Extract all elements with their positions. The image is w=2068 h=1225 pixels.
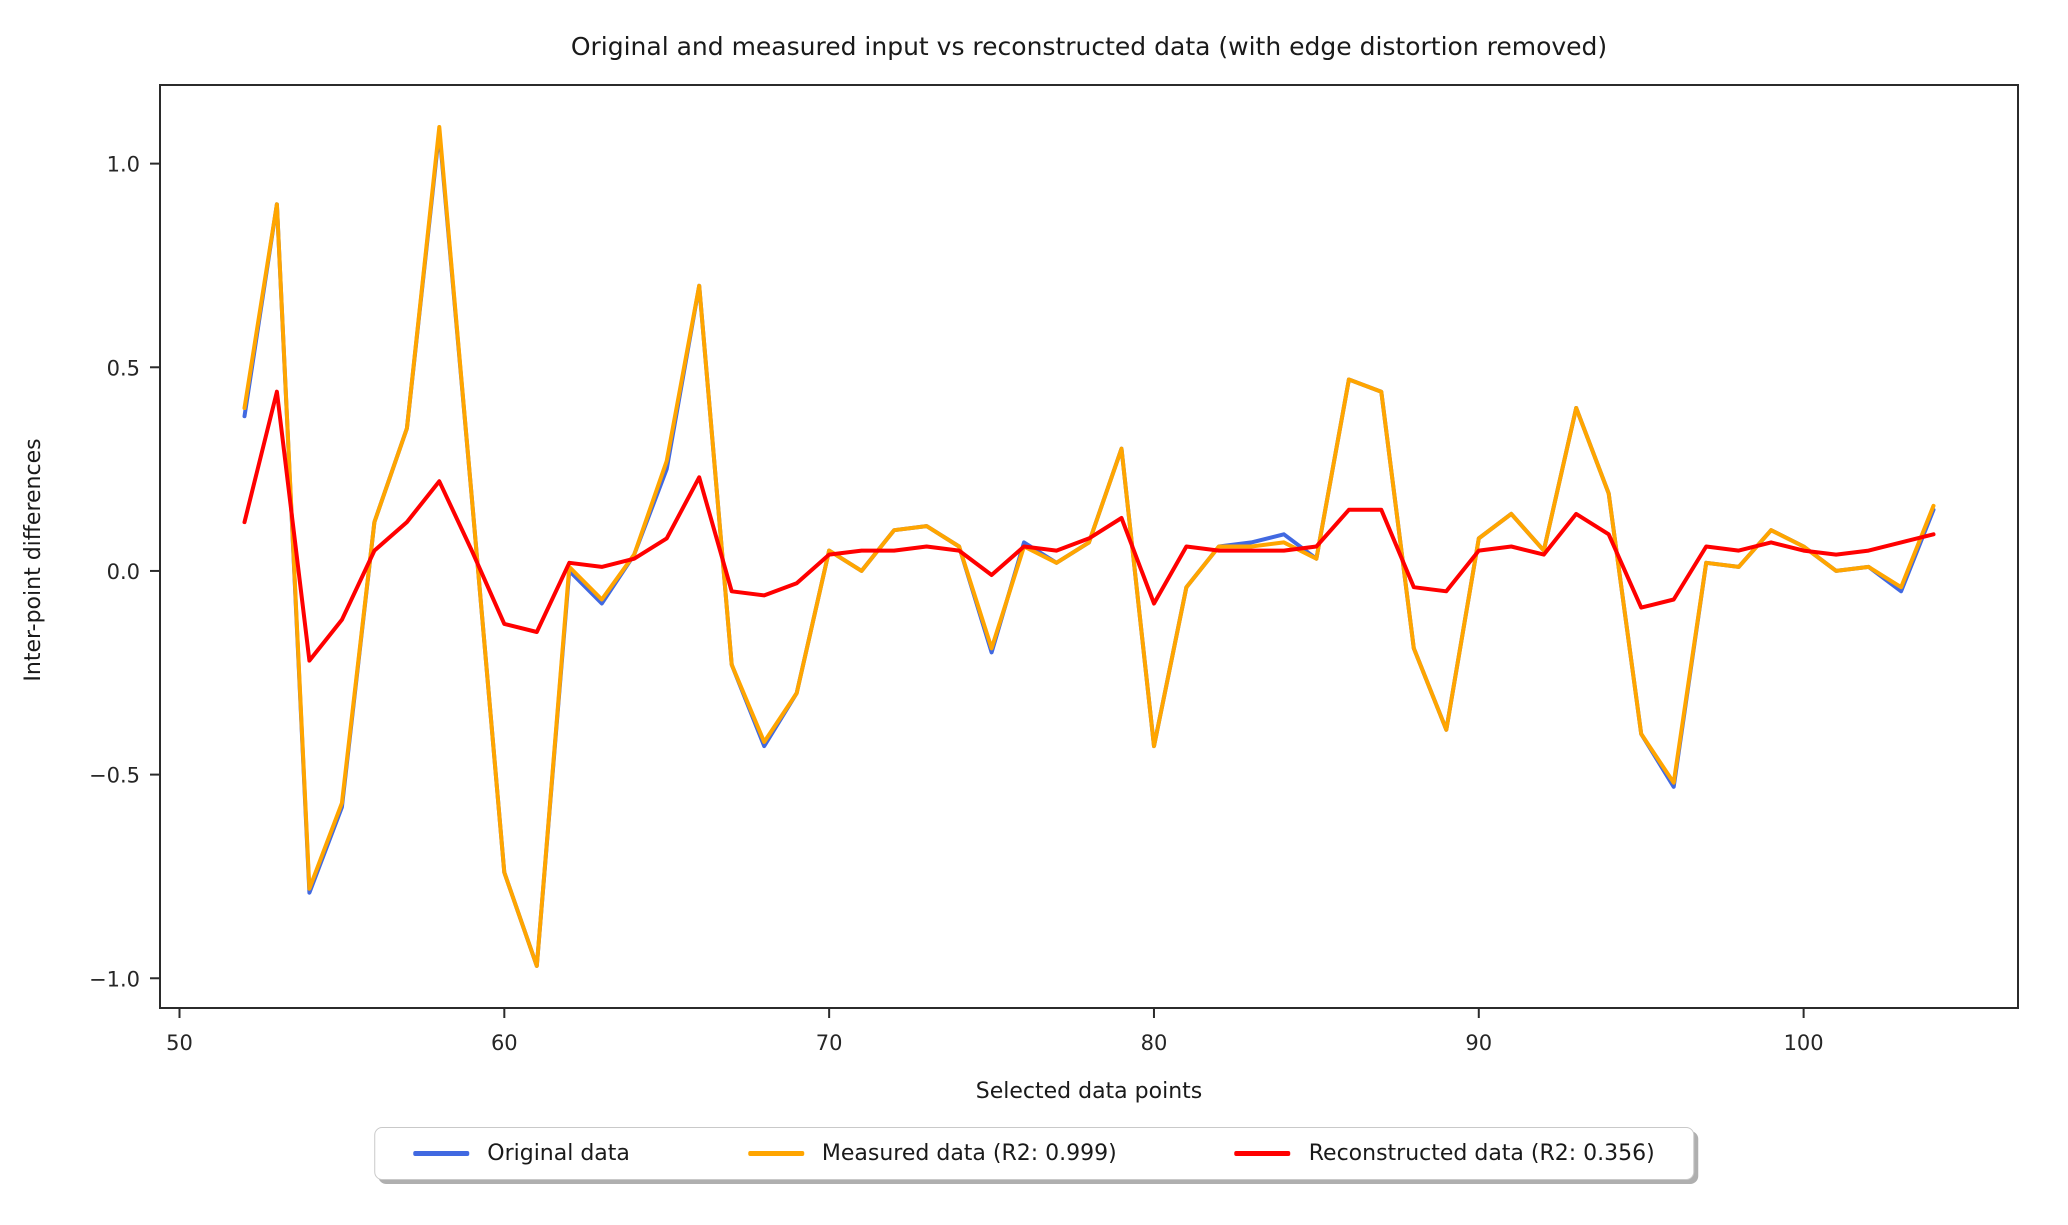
x-tick-label: 80 (1141, 1031, 1168, 1055)
chart-title: Original and measured input vs reconstru… (571, 32, 1607, 61)
x-tick-label: 50 (166, 1031, 193, 1055)
x-tick-label: 90 (1465, 1031, 1492, 1055)
legend: Original data Measured data (R2: 0.999) … (374, 1127, 1694, 1180)
plot-area: 50 60 70 80 90 100 1.0 0.5 0.0 −0.5 −1.0 (89, 84, 2019, 1055)
y-tick-label: 0.0 (107, 560, 140, 584)
legend-item-measured-data: Measured data (R2: 0.999) (747, 1141, 1117, 1166)
series-line-reconstructed-data-r2-0-356 (242, 389, 1936, 663)
y-tick-label: −1.0 (89, 967, 140, 991)
legend-swatch-measured-data (747, 1151, 804, 1156)
y-tick-label: 0.5 (107, 356, 140, 380)
legend-item-original-data: Original data (413, 1141, 630, 1166)
x-axis-label: Selected data points (976, 1079, 1202, 1104)
legend-label-measured-data: Measured data (R2: 0.999) (821, 1141, 1117, 1166)
x-tick-label: 60 (491, 1031, 518, 1055)
legend-label-original-data: Original data (487, 1141, 630, 1166)
series-line-measured-data-r2-0-999 (242, 125, 1936, 968)
legend-swatch-original-data (413, 1151, 470, 1156)
legend-swatch-reconstructed-data (1234, 1151, 1291, 1156)
y-tick-label: −0.5 (89, 764, 140, 788)
series-line-original-data (242, 129, 1936, 968)
plot-border (159, 84, 2019, 1009)
y-axis-label: Inter-point differences (21, 438, 46, 681)
legend-label-reconstructed-data: Reconstructed data (R2: 0.356) (1308, 1141, 1655, 1166)
x-tick-label: 100 (1784, 1031, 1824, 1055)
y-tick-label: 1.0 (107, 153, 140, 177)
legend-item-reconstructed-data: Reconstructed data (R2: 0.356) (1234, 1141, 1655, 1166)
x-tick-label: 70 (816, 1031, 843, 1055)
